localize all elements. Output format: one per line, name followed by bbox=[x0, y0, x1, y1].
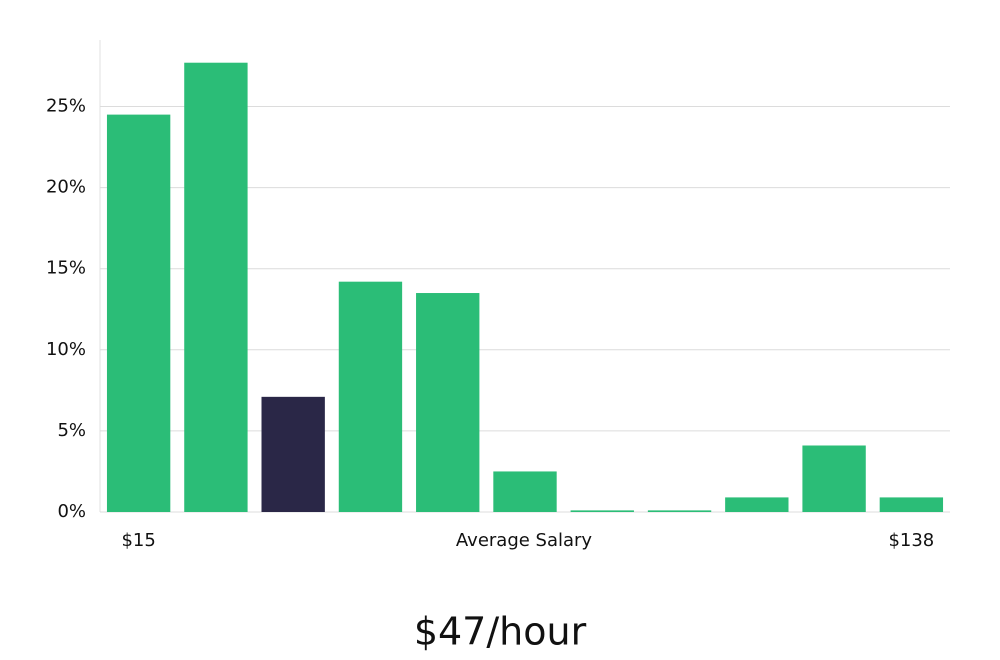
y-tick-label: 10% bbox=[46, 339, 86, 360]
x-tick-label: $15 bbox=[121, 530, 155, 551]
bar bbox=[725, 497, 789, 512]
y-tick-label: 15% bbox=[46, 258, 86, 279]
y-tick-label: 0% bbox=[57, 501, 86, 522]
bar bbox=[106, 114, 171, 512]
bar bbox=[184, 62, 248, 512]
bar bbox=[802, 445, 866, 512]
salary-summary: $47/hour bbox=[414, 610, 587, 654]
y-tick-label: 20% bbox=[46, 177, 86, 198]
bar bbox=[416, 293, 480, 512]
bar bbox=[338, 281, 403, 512]
bar bbox=[647, 510, 712, 512]
y-tick-label: 5% bbox=[57, 420, 86, 441]
y-tick-label: 25% bbox=[46, 96, 86, 117]
x-axis-label: Average Salary bbox=[456, 530, 593, 551]
bar bbox=[879, 497, 944, 512]
bar bbox=[261, 396, 325, 512]
bar bbox=[570, 510, 634, 512]
bar bbox=[493, 471, 557, 512]
x-tick-label: $138 bbox=[888, 530, 934, 551]
